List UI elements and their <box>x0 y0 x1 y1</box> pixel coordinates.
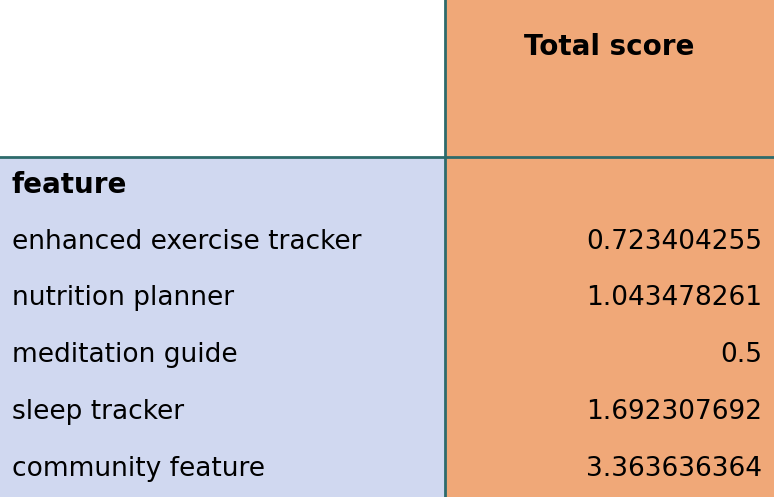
Bar <box>0 270 445 327</box>
Bar <box>0 384 445 440</box>
Text: 3.363636364: 3.363636364 <box>587 456 762 482</box>
Bar <box>445 270 774 327</box>
Text: meditation guide: meditation guide <box>12 342 238 368</box>
Bar <box>445 440 774 497</box>
Bar <box>0 213 445 270</box>
Bar <box>445 157 774 213</box>
Bar <box>445 213 774 270</box>
Text: Total score: Total score <box>524 33 695 61</box>
Text: 1.692307692: 1.692307692 <box>587 399 762 425</box>
Text: feature: feature <box>12 171 127 199</box>
Text: 1.043478261: 1.043478261 <box>587 285 762 312</box>
Text: 0.5: 0.5 <box>721 342 762 368</box>
Text: sleep tracker: sleep tracker <box>12 399 183 425</box>
Text: 0.723404255: 0.723404255 <box>587 229 762 254</box>
Bar <box>445 0 774 157</box>
Bar <box>0 440 445 497</box>
Bar <box>445 384 774 440</box>
Text: enhanced exercise tracker: enhanced exercise tracker <box>12 229 361 254</box>
Text: community feature: community feature <box>12 456 265 482</box>
Text: nutrition planner: nutrition planner <box>12 285 234 312</box>
Bar <box>445 327 774 384</box>
Bar <box>0 157 445 213</box>
Bar <box>0 327 445 384</box>
Bar <box>0 0 445 157</box>
